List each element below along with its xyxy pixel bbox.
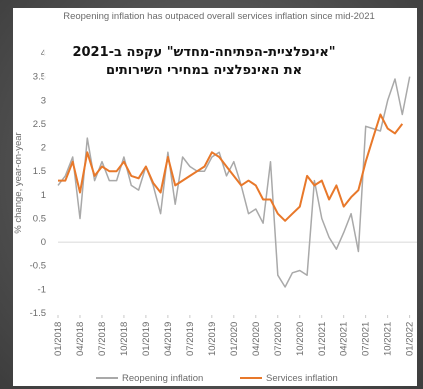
y-tick-label: 2 xyxy=(41,143,46,154)
x-tick-label: 07/2021 xyxy=(361,322,372,356)
x-tick-label: 04/2020 xyxy=(251,322,262,356)
y-axis-label: % change, year-on-year xyxy=(13,132,24,233)
series-line-reopening xyxy=(57,76,411,288)
series-line-services xyxy=(58,113,404,222)
legend-label: Services inflation xyxy=(266,373,338,384)
x-tick-label: 01/2019 xyxy=(141,322,152,356)
x-tick-label: 10/2021 xyxy=(383,322,394,356)
y-tick-label: 0 xyxy=(41,237,46,248)
x-tick-label: 01/2020 xyxy=(229,322,240,356)
y-tick-label: -1 xyxy=(38,284,46,295)
x-tick-label: 04/2018 xyxy=(75,322,86,356)
y-tick-label: -1.5 xyxy=(30,308,46,319)
x-tick-label: 04/2021 xyxy=(339,322,350,356)
x-tick-label: 07/2020 xyxy=(273,322,284,356)
x-tick-label: 04/2019 xyxy=(163,322,174,356)
chart-title: Reopening inflation has outpaced overall… xyxy=(63,11,375,22)
x-tick-label: 07/2018 xyxy=(97,322,108,356)
y-tick-label: 2.5 xyxy=(33,119,46,130)
y-tick-label: 4 xyxy=(41,48,46,59)
x-tick-label: 01/2018 xyxy=(53,322,64,356)
legend-label: Reopening inflation xyxy=(122,373,203,384)
caption-line-1: "אינפלציית-הפתיחה-מחדש" עקפה ב-2021 xyxy=(72,45,336,60)
x-tick-label: 01/2022 xyxy=(405,322,416,356)
y-tick-label: 1 xyxy=(41,190,46,201)
y-tick-label: -0.5 xyxy=(30,261,46,272)
hebrew-caption-overlay: "אינפלציית-הפתיחה-מחדש" עקפה ב-2021 את ה… xyxy=(44,44,364,80)
y-tick-label: 0.5 xyxy=(33,213,46,224)
x-tick-label: 10/2020 xyxy=(295,322,306,356)
y-tick-label: 3.5 xyxy=(33,72,46,83)
caption-line-2: את האינפלציה במחירי השירותים xyxy=(105,63,303,78)
y-tick-label: 3 xyxy=(41,95,46,106)
y-tick-label: 1.5 xyxy=(33,166,46,177)
x-tick-label: 01/2021 xyxy=(317,322,328,356)
x-tick-label: 10/2018 xyxy=(119,322,130,356)
x-tick-label: 07/2019 xyxy=(185,322,196,356)
x-tick-label: 10/2019 xyxy=(207,322,218,356)
